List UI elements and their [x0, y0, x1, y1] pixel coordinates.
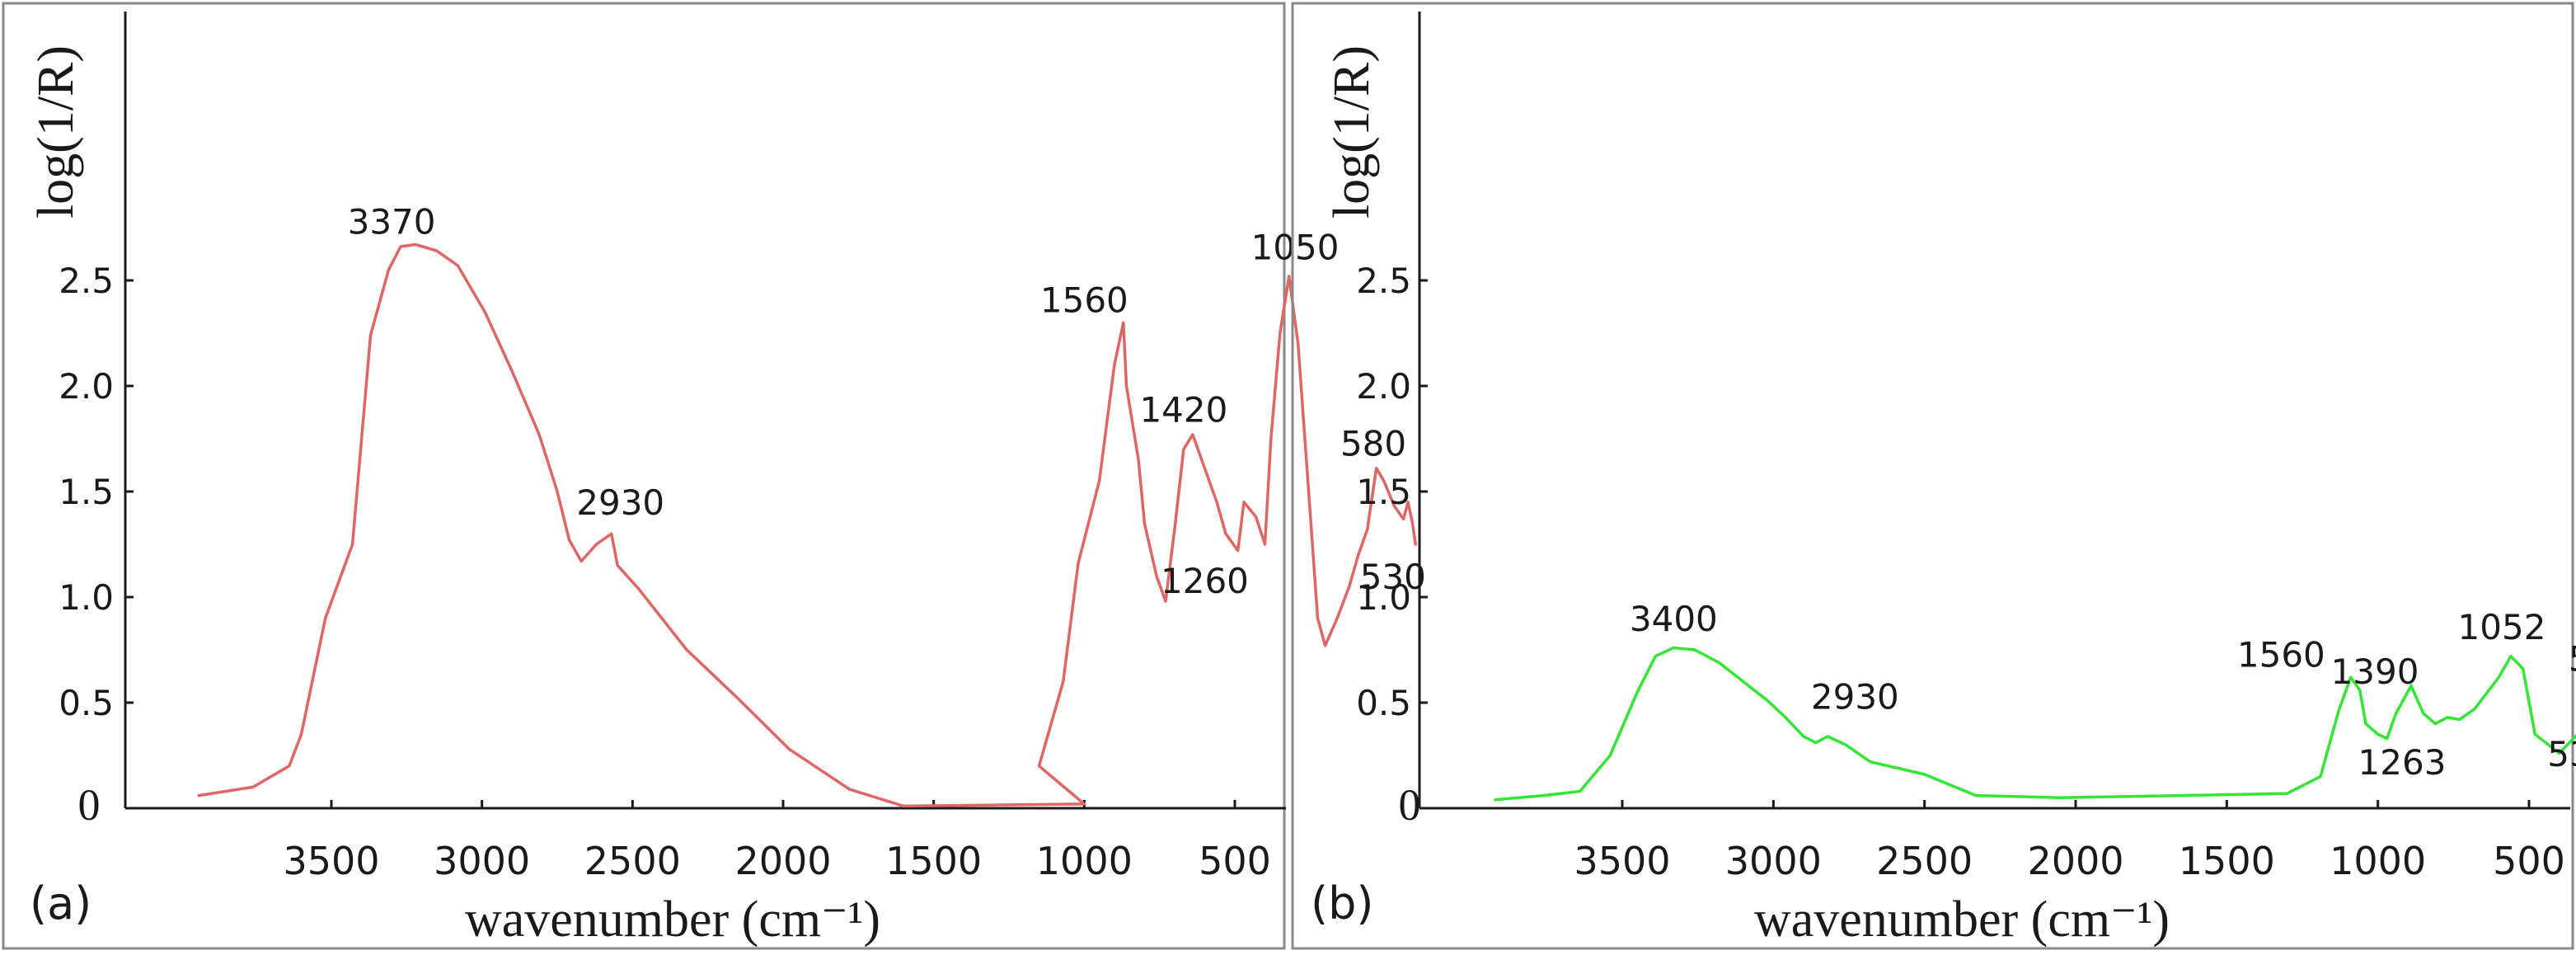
panel-label-a: (a)	[30, 877, 91, 929]
x-tick-label: 1500	[2179, 839, 2275, 883]
peak-annotation: 3400	[1630, 599, 1718, 639]
y-tick-label: 2.5	[59, 261, 114, 301]
y-tick-label: 2.0	[59, 366, 114, 407]
peak-annotation: 2930	[1811, 677, 1899, 717]
y-zero-label: 0	[78, 780, 101, 830]
peak-annotation: 1560	[1040, 280, 1128, 320]
y-tick-label: 2.5	[1356, 261, 1411, 301]
peak-annotation: 530	[1360, 557, 1426, 597]
panel-b: 2.5 2.0 1.5 1.0 0.5 0 3500 3000 2500 2000 1500 1000…	[1291, 2, 2576, 950]
peak-annotation: 1263	[2358, 742, 2447, 783]
y-tick-label: 1.0	[1356, 577, 1411, 618]
peak-annotation: 580	[1340, 423, 1406, 463]
y-zero-label: 0	[1399, 780, 1421, 830]
x-tick-label: 2500	[1876, 839, 1973, 883]
x-tick-label: 3500	[1574, 839, 1670, 883]
y-tick-label: 1.0	[59, 577, 114, 618]
x-tick-label: 2000	[734, 839, 831, 883]
x-axis-title-b: wavenumber (cm⁻¹)	[1754, 891, 2170, 948]
panel-a: 2.5 2.0 1.5 1.0 0.5 0 3500 3000 2500 2000 1500 1000…	[2, 2, 1426, 950]
panel-label-b: (b)	[1311, 877, 1373, 929]
y-tick-label: 1.5	[59, 472, 114, 512]
x-axis-title-a: wavenumber (cm⁻¹)	[465, 891, 880, 948]
peak-annotation: 530	[2547, 734, 2576, 774]
peak-annotation: 1560	[2237, 634, 2325, 675]
y-axis-title-b: log(1/R)	[1324, 45, 1380, 219]
peak-annotation: 1420	[1139, 390, 1227, 430]
panel-frame-a	[2, 2, 1286, 950]
peak-annotation: 1390	[2331, 652, 2419, 692]
peak-annotation: 580	[2569, 639, 2576, 680]
x-tick-label: 1500	[885, 839, 982, 883]
y-tick-label: 1.5	[1356, 472, 1411, 512]
y-axis-title-a: log(1/R)	[28, 45, 84, 219]
x-tick-label: 3000	[434, 839, 530, 883]
y-tick-label: 2.0	[1356, 366, 1411, 407]
series-line-b	[1494, 646, 2576, 802]
x-tick-label: 1000	[1036, 839, 1133, 883]
x-tick-label: 2000	[2027, 839, 2123, 883]
series-line-a	[197, 242, 1417, 808]
x-tick-label: 3000	[1725, 839, 1822, 883]
peak-annotation: 1260	[1161, 561, 1249, 601]
x-tick-label: 500	[2493, 839, 2565, 883]
panel-frame-b	[1291, 2, 2574, 950]
peak-annotation: 3370	[348, 202, 436, 242]
peak-annotation: 1052	[2458, 607, 2546, 647]
peak-annotation: 2930	[576, 482, 664, 523]
x-tick-label: 3500	[283, 839, 379, 883]
y-tick-label: 0.5	[59, 683, 114, 723]
x-tick-label: 1000	[2330, 839, 2426, 883]
y-tick-label: 0.5	[1356, 683, 1411, 723]
peak-annotation: 1050	[1251, 227, 1340, 267]
x-tick-label: 2500	[584, 839, 681, 883]
x-tick-label: 500	[1199, 839, 1271, 883]
